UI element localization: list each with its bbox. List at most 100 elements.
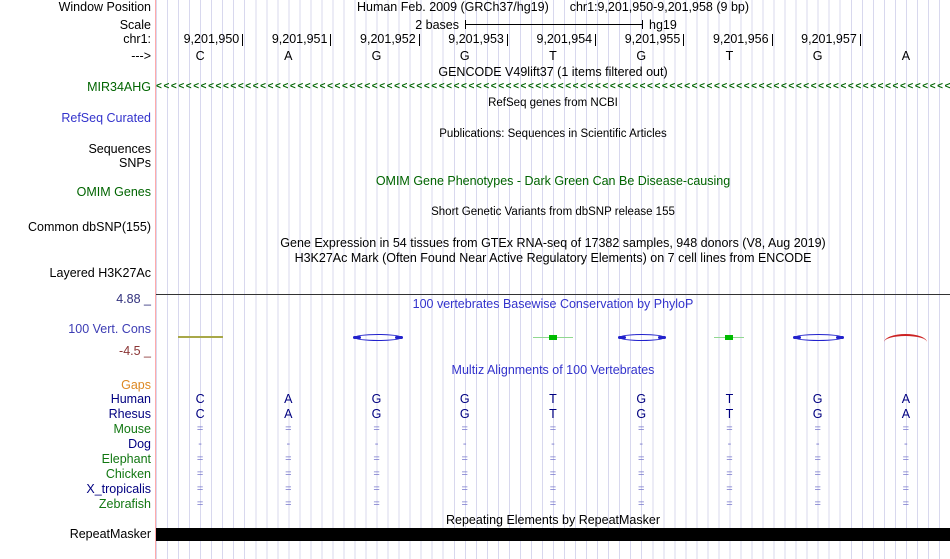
align-cell: =	[285, 453, 292, 465]
align-cell: =	[902, 423, 910, 435]
track-label-refseq-curated[interactable]: RefSeq Curated	[61, 111, 151, 125]
align-cell: =	[814, 498, 821, 510]
track-title-multiz: Multiz Alignments of 100 Vertebrates	[451, 363, 655, 377]
align-cell: G	[636, 407, 647, 421]
track-label-vert-cons[interactable]: 100 Vert. Cons	[68, 322, 151, 336]
track-title-gtex: Gene Expression in 54 tissues from GTEx …	[280, 236, 826, 250]
align-cell: A	[284, 407, 293, 421]
align-cell: G	[459, 407, 470, 421]
reference-base: G	[459, 49, 470, 63]
track-title-cons: 100 vertebrates Basewise Conservation by…	[412, 297, 694, 311]
align-cell: =	[373, 423, 380, 435]
repeatmasker-feature-bar[interactable]	[156, 528, 950, 541]
ruler-number: 9,201,956	[712, 32, 769, 46]
phylop-mark-lens	[618, 334, 667, 341]
align-cell: =	[638, 453, 645, 465]
align-cell: =	[726, 453, 733, 465]
align-cell: G	[812, 392, 823, 406]
track-label-cons-max: 4.88 _	[116, 292, 151, 306]
reference-base: T	[725, 49, 734, 63]
align-cell: =	[902, 468, 910, 480]
align-cell: G	[459, 392, 470, 406]
align-cell: -	[198, 438, 202, 450]
gene-mir34ahg-exon-arrows[interactable]: <<<<<<<<<<<<<<<<<<<<<<<<<<<<<<<<<<<<<<<<…	[156, 81, 950, 92]
phylop-mark-lens	[793, 334, 845, 341]
align-cell: C	[195, 407, 205, 421]
track-label-gaps: Gaps	[121, 378, 151, 392]
ruler-number: 9,201,954	[536, 32, 593, 46]
label-track-divider	[155, 0, 156, 559]
align-cell: =	[285, 423, 292, 435]
align-cell: =	[461, 483, 468, 495]
track-label-window-position: Window Position	[58, 0, 151, 14]
align-cell: -	[904, 438, 908, 450]
track-label-layered-h3k27ac[interactable]: Layered H3K27Ac	[49, 266, 151, 280]
track-label-snps[interactable]: SNPs	[119, 156, 151, 170]
ruler-number: 9,201,953	[448, 32, 504, 46]
phylop-mark-square	[725, 335, 734, 340]
align-cell: =	[814, 468, 821, 480]
track-title-repeat: Repeating Elements by RepeatMasker	[445, 513, 660, 527]
track-title-publications: Publications: Sequences in Scientific Ar…	[439, 128, 667, 140]
track-label-repeatmasker[interactable]: RepeatMasker	[69, 527, 151, 541]
ruler-tick	[595, 34, 597, 46]
align-cell: -	[551, 438, 555, 450]
track-label-cons-min: -4.5 _	[119, 344, 151, 358]
species-label-rhesus: Rhesus	[108, 407, 151, 421]
reference-base: A	[901, 49, 911, 63]
align-cell: =	[285, 468, 292, 480]
reference-base: A	[284, 49, 293, 63]
align-cell: -	[727, 438, 732, 450]
align-cell: =	[461, 498, 468, 510]
phylop-mark-square	[549, 335, 557, 340]
align-cell: =	[638, 468, 645, 480]
align-cell: -	[815, 438, 820, 450]
align-cell: =	[196, 483, 204, 495]
align-cell: A	[284, 392, 293, 406]
scale-bar	[465, 20, 643, 29]
align-cell: -	[286, 438, 291, 450]
track-label-mir34ahg[interactable]: MIR34AHG	[87, 80, 151, 94]
track-label-common-dbsnp[interactable]: Common dbSNP(155)	[28, 220, 151, 234]
window-position-header: Human Feb. 2009 (GRCh37/hg19) chr1:9,201…	[156, 1, 950, 14]
align-cell: =	[638, 483, 645, 495]
align-cell: =	[461, 453, 468, 465]
align-cell: =	[638, 498, 645, 510]
align-cell: C	[195, 392, 205, 406]
align-cell: =	[196, 453, 204, 465]
ruler-tick	[771, 34, 773, 46]
align-cell: =	[461, 423, 468, 435]
conservation-track-topline	[156, 294, 950, 295]
ruler-tick	[683, 34, 685, 46]
align-cell: =	[373, 468, 380, 480]
phylop-mark-arc	[884, 334, 928, 342]
reference-base: G	[636, 49, 647, 63]
species-label-mouse: Mouse	[113, 422, 151, 436]
scale-genome: hg19	[649, 18, 677, 32]
track-label-omim-genes[interactable]: OMIM Genes	[76, 185, 151, 199]
ruler-number: 9,201,950	[183, 32, 240, 46]
align-cell: =	[549, 468, 557, 480]
align-cell: =	[549, 498, 557, 510]
align-cell: T	[549, 407, 557, 421]
ruler-number: 9,201,955	[624, 32, 681, 46]
align-cell: =	[814, 483, 821, 495]
ruler-tick	[859, 34, 861, 46]
align-cell: =	[549, 423, 557, 435]
species-label-chicken: Chicken	[105, 467, 151, 481]
align-cell: =	[285, 498, 292, 510]
track-label-sequences[interactable]: Sequences	[88, 142, 151, 156]
align-cell: =	[285, 483, 292, 495]
align-cell: G	[371, 407, 382, 421]
track-label-strand: --->	[131, 49, 151, 63]
reference-base: T	[549, 49, 557, 63]
species-label-human: Human	[110, 392, 151, 406]
align-cell: =	[373, 498, 380, 510]
align-cell: =	[373, 453, 380, 465]
position-text: chr1:9,201,950-9,201,958 (9 bp)	[569, 0, 750, 14]
ruler-number: 9,201,957	[801, 32, 857, 46]
align-cell: G	[812, 407, 823, 421]
phylop-mark-lens	[352, 334, 403, 341]
align-cell: =	[549, 453, 557, 465]
